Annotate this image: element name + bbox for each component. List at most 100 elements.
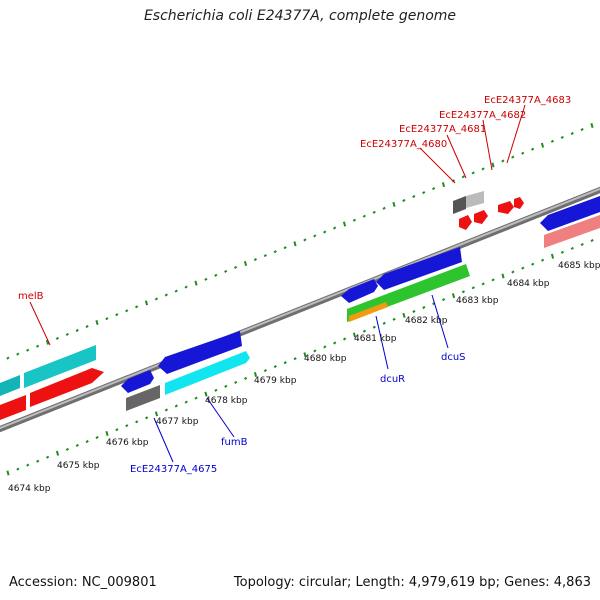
lower-minor-tick <box>36 459 40 463</box>
lower-minor-tick <box>214 388 218 392</box>
gene-feature-red-4681[interactable] <box>474 210 488 224</box>
gene-feature-red-left[interactable] <box>0 395 26 420</box>
map-title: Escherichia coli E24377A, complete genom… <box>143 8 457 24</box>
lower-minor-tick <box>540 258 545 262</box>
gene-feature-blue-dcuS[interactable] <box>376 247 462 290</box>
label-fumB[interactable]: fumB <box>221 437 248 448</box>
gene-feature-teal-left[interactable] <box>0 375 20 396</box>
gene-feature-red-4683[interactable] <box>514 197 524 209</box>
label-EcE24377A-4683[interactable]: EcE24377A_4683 <box>484 95 571 106</box>
label-EcE24377A-4681[interactable]: EcE24377A_4681 <box>399 124 486 135</box>
upper-major-tick <box>243 260 248 266</box>
gene-feature-red-4680[interactable] <box>459 215 472 230</box>
lower-minor-tick <box>570 246 574 250</box>
gene-feature-teal[interactable] <box>24 345 96 388</box>
label-EcE24377A-4675[interactable]: EcE24377A_4675 <box>130 464 217 475</box>
lower-minor-tick <box>273 365 277 369</box>
lower-minor-tick <box>234 380 238 384</box>
label-EcE24377A-4682[interactable]: EcE24377A_4682 <box>439 110 526 121</box>
gene-feature-red-4682[interactable] <box>498 201 514 214</box>
kbp-label-4685: 4685 kbp <box>558 261 600 271</box>
label-melB[interactable]: melB <box>18 291 44 302</box>
gene-labels: melB EcE24377A_4680 EcE24377A_4681 EcE24… <box>18 95 571 475</box>
upper-minor-tick <box>521 151 525 155</box>
label-dcuS[interactable]: dcuS <box>441 352 466 363</box>
lower-minor-tick <box>184 400 188 404</box>
upper-minor-tick <box>511 155 515 159</box>
lower-minor-tick <box>45 455 50 459</box>
gene-features <box>0 191 600 420</box>
gene-feature-grey-dark[interactable] <box>453 196 466 214</box>
kbp-label-4681: 4681 kbp <box>354 334 397 344</box>
gene-feature-cyan-fumB[interactable] <box>165 351 250 395</box>
upper-major-tick <box>194 280 198 286</box>
upper-minor-tick <box>471 171 475 175</box>
upper-minor-tick <box>273 250 277 254</box>
label-EcE24377A-4680[interactable]: EcE24377A_4680 <box>360 139 447 150</box>
lower-major-tick <box>352 332 357 338</box>
lower-major-tick <box>501 273 505 279</box>
lower-minor-tick <box>422 305 426 310</box>
gene-feature-grey-light[interactable] <box>466 191 484 208</box>
kbp-label-4678: 4678 kbp <box>205 396 248 406</box>
upper-minor-tick <box>204 277 208 281</box>
gene-feature-blue-right[interactable] <box>540 196 600 231</box>
accession-text: Accession: NC_009801 <box>9 575 157 590</box>
upper-major-tick <box>540 142 545 148</box>
upper-minor-tick <box>233 265 238 269</box>
lower-minor-tick <box>432 302 436 306</box>
leader-4683 <box>506 104 526 164</box>
gene-feature-blue-small[interactable] <box>121 370 154 393</box>
lower-minor-tick <box>194 396 198 400</box>
label-leaders <box>29 104 526 463</box>
lower-minor-tick <box>293 357 297 361</box>
kbp-label-4682: 4682 kbp <box>405 316 448 326</box>
upper-minor-tick <box>323 230 327 234</box>
gene-feature-red-melB[interactable] <box>30 368 104 407</box>
upper-minor-tick <box>303 238 307 242</box>
leader-dcuR <box>375 315 389 370</box>
upper-minor-tick <box>372 210 376 214</box>
lower-minor-tick <box>580 242 584 247</box>
upper-minor-tick <box>362 214 366 218</box>
upper-minor-tick <box>570 131 574 136</box>
upper-minor-tick <box>55 336 60 340</box>
upper-minor-tick <box>184 285 188 289</box>
upper-tick-row <box>6 123 594 360</box>
lower-minor-tick <box>412 309 416 314</box>
upper-minor-tick <box>6 356 10 360</box>
lower-minor-tick <box>481 282 485 286</box>
upper-major-tick <box>590 123 594 129</box>
upper-minor-tick <box>174 289 178 293</box>
upper-minor-tick <box>164 293 168 297</box>
gene-feature-blue-fumB-upper[interactable] <box>158 331 242 374</box>
lower-minor-tick <box>75 443 79 447</box>
lower-major-tick <box>55 450 60 456</box>
upper-minor-tick <box>105 317 109 321</box>
lower-minor-tick <box>342 337 347 341</box>
gene-feature-orange[interactable] <box>349 302 388 322</box>
gene-feature-grey[interactable] <box>126 385 160 411</box>
kbp-label-4674: 4674 kbp <box>8 484 51 494</box>
leader-4682 <box>482 119 493 171</box>
lower-minor-tick <box>531 262 535 266</box>
lower-minor-tick <box>461 290 466 294</box>
lower-major-tick <box>402 312 406 318</box>
upper-major-tick <box>144 300 149 306</box>
upper-minor-tick <box>422 191 426 195</box>
gene-feature-blue-dcuR[interactable] <box>341 279 378 303</box>
upper-minor-tick <box>530 147 535 151</box>
lower-minor-tick <box>164 408 169 412</box>
label-dcuR[interactable]: dcuR <box>380 374 405 385</box>
lower-minor-tick <box>333 341 337 345</box>
lower-major-tick <box>204 391 208 397</box>
gene-feature-pink-right[interactable] <box>544 215 600 248</box>
upper-minor-tick <box>26 348 30 352</box>
upper-major-tick <box>342 221 347 227</box>
lower-minor-tick <box>323 345 327 349</box>
lower-major-tick <box>253 371 258 377</box>
lower-minor-tick <box>521 266 525 270</box>
lower-major-tick <box>451 293 456 299</box>
upper-minor-tick <box>75 328 79 333</box>
